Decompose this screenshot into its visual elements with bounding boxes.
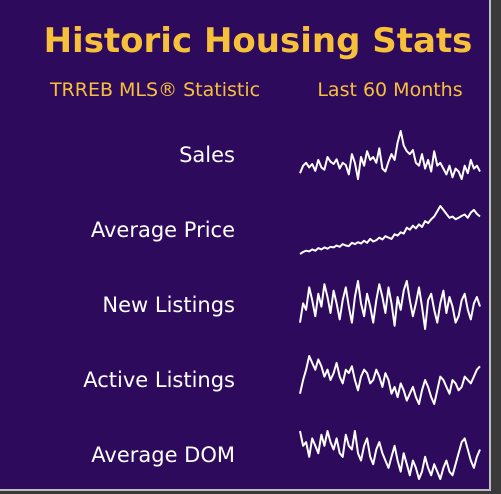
row-label: Sales: [179, 143, 235, 167]
row-label: New Listings: [102, 293, 235, 317]
panel: [0, 0, 491, 491]
row-label: Average DOM: [91, 443, 235, 467]
row-label: Active Listings: [83, 368, 235, 392]
row-label: Average Price: [91, 218, 235, 242]
sparkline: [299, 280, 481, 330]
statistic-header: TRREB MLS® Statistic: [49, 79, 260, 101]
sparkline: [299, 355, 481, 405]
title: Historic Housing Stats: [44, 21, 473, 61]
sparkline: [299, 205, 481, 255]
sparkline: [299, 430, 481, 480]
period-header: Last 60 Months: [317, 79, 462, 101]
sparkline: [299, 130, 481, 180]
stats-table: Historic Housing Stats TRREB MLS® Statis…: [44, 21, 481, 480]
